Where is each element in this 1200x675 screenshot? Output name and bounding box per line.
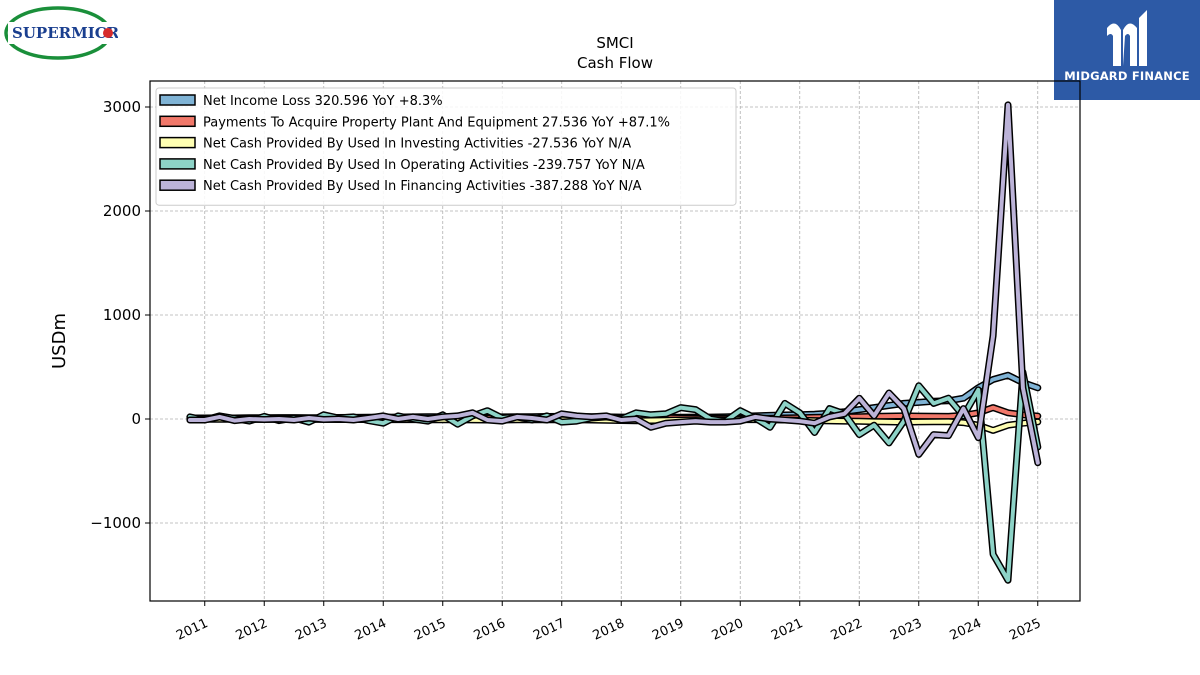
legend-swatch <box>159 158 196 170</box>
x-tick-label: 2021 <box>769 616 805 644</box>
legend-swatch <box>159 115 196 128</box>
x-tick-label: 2019 <box>650 616 686 644</box>
x-tick-label: 2012 <box>234 616 270 644</box>
x-tick-label: 2024 <box>948 616 984 644</box>
x-tick-label: 2011 <box>174 616 210 644</box>
y-axis: −1000 0 1000 2000 3000 <box>90 98 150 532</box>
y-tick-label: −1000 <box>90 514 141 532</box>
x-tick-label: 2022 <box>829 616 865 644</box>
y-tick-label: 2000 <box>103 202 141 220</box>
legend-swatch <box>159 136 196 149</box>
x-tick-label: 2014 <box>353 616 389 644</box>
legend-swatch <box>159 179 196 191</box>
legend: Net Income Loss 320.596 YoY +8.3% Payment… <box>155 87 737 206</box>
y-axis-label: USDm <box>49 313 70 369</box>
x-tick-label: 2023 <box>888 616 924 644</box>
series-line-4 <box>187 102 1040 465</box>
legend-box <box>155 87 737 206</box>
x-tick-label: 2015 <box>412 616 448 644</box>
legend-label: Payments To Acquire Property Plant And E… <box>203 115 670 130</box>
legend-swatch <box>159 94 196 106</box>
plot-frame <box>149 80 1081 602</box>
legend-label: Net Income Loss 320.596 YoY +8.3% <box>203 94 443 109</box>
chart-subtitle: Cash Flow <box>577 54 653 72</box>
x-axis: 2011 2012 2013 2014 2015 2016 2017 2018 2019 2020… <box>174 601 1043 644</box>
x-tick-label: 2017 <box>531 616 567 644</box>
midgard-finance-text: MIDGARD FINANCE <box>1064 69 1190 83</box>
x-tick-label: 2020 <box>710 616 746 644</box>
x-tick-label: 2025 <box>1007 616 1043 644</box>
svg-text:SUPERMICR: SUPERMICR <box>12 24 118 42</box>
x-tick-label: 2013 <box>293 616 329 644</box>
y-tick-label: 3000 <box>103 98 141 116</box>
y-tick-label: 1000 <box>103 306 141 324</box>
x-tick-label: 2016 <box>472 616 508 644</box>
supermicro-logo: SUPERMICR <box>4 5 120 61</box>
x-tick-label: 2018 <box>591 616 627 644</box>
chart-title: SMCI <box>596 34 633 52</box>
midgard-finance-logo: MIDGARD FINANCE <box>1054 0 1200 100</box>
legend-label: Net Cash Provided By Used In Operating A… <box>203 158 645 173</box>
y-tick-label: 0 <box>131 410 141 428</box>
series-line-3 <box>187 370 1040 583</box>
series-lines <box>186 101 1042 584</box>
legend-label: Net Cash Provided By Used In Investing A… <box>203 137 631 152</box>
legend-label: Net Cash Provided By Used In Financing A… <box>203 179 642 194</box>
